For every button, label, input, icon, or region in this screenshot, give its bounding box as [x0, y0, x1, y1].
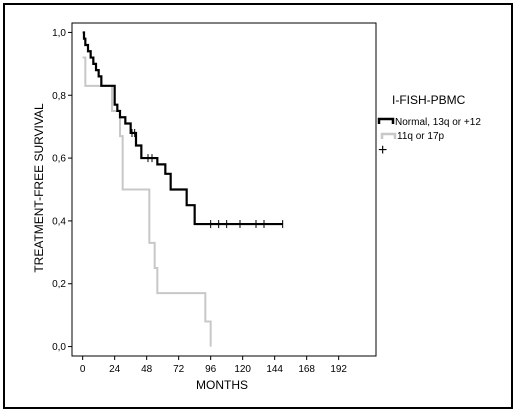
- x-tick-label: 72: [173, 364, 185, 375]
- legend-label-11q: 11q or 17p: [397, 131, 445, 142]
- plot-area: [71, 22, 377, 357]
- y-tick-label: 0,6: [52, 154, 66, 165]
- x-tick-label: 48: [141, 364, 153, 375]
- censor-marks: [131, 128, 284, 229]
- y-tick-label: 0,2: [52, 279, 66, 290]
- legend-swatch-11q: [380, 132, 397, 139]
- x-axis-title: MONTHS: [196, 378, 248, 392]
- y-tick-label: 0,0: [52, 342, 66, 353]
- x-tick-label: 0: [80, 364, 86, 375]
- legend-label-normal: Normal, 13q or +12: [395, 117, 481, 128]
- legend: I-FISH-PBMC Normal, 13q or +12 11q or 17…: [377, 93, 481, 159]
- x-axis: 0 24 48 72 96 120 144 168 192: [80, 356, 347, 375]
- legend-swatch-normal: [377, 117, 395, 124]
- legend-title: I-FISH-PBMC: [392, 93, 466, 107]
- y-axis: 0,0 0,2 0,4 0,6 0,8 1,0: [52, 28, 72, 353]
- y-tick-label: 0,8: [52, 91, 66, 102]
- x-tick-label: 120: [234, 364, 251, 375]
- x-tick-label: 192: [330, 364, 347, 375]
- y-tick-label: 0,4: [52, 216, 66, 227]
- x-tick-label: 24: [109, 364, 121, 375]
- y-tick-label: 1,0: [52, 28, 66, 39]
- x-tick-label: 168: [298, 364, 315, 375]
- series-line-0: [82, 31, 283, 226]
- legend-censored-symbol: +: [378, 142, 387, 159]
- x-tick-label: 144: [266, 364, 283, 375]
- y-axis-title: TREATMENT-FREE SURVIVAL: [32, 103, 46, 273]
- x-tick-label: 96: [205, 364, 217, 375]
- series-layer: [82, 31, 283, 347]
